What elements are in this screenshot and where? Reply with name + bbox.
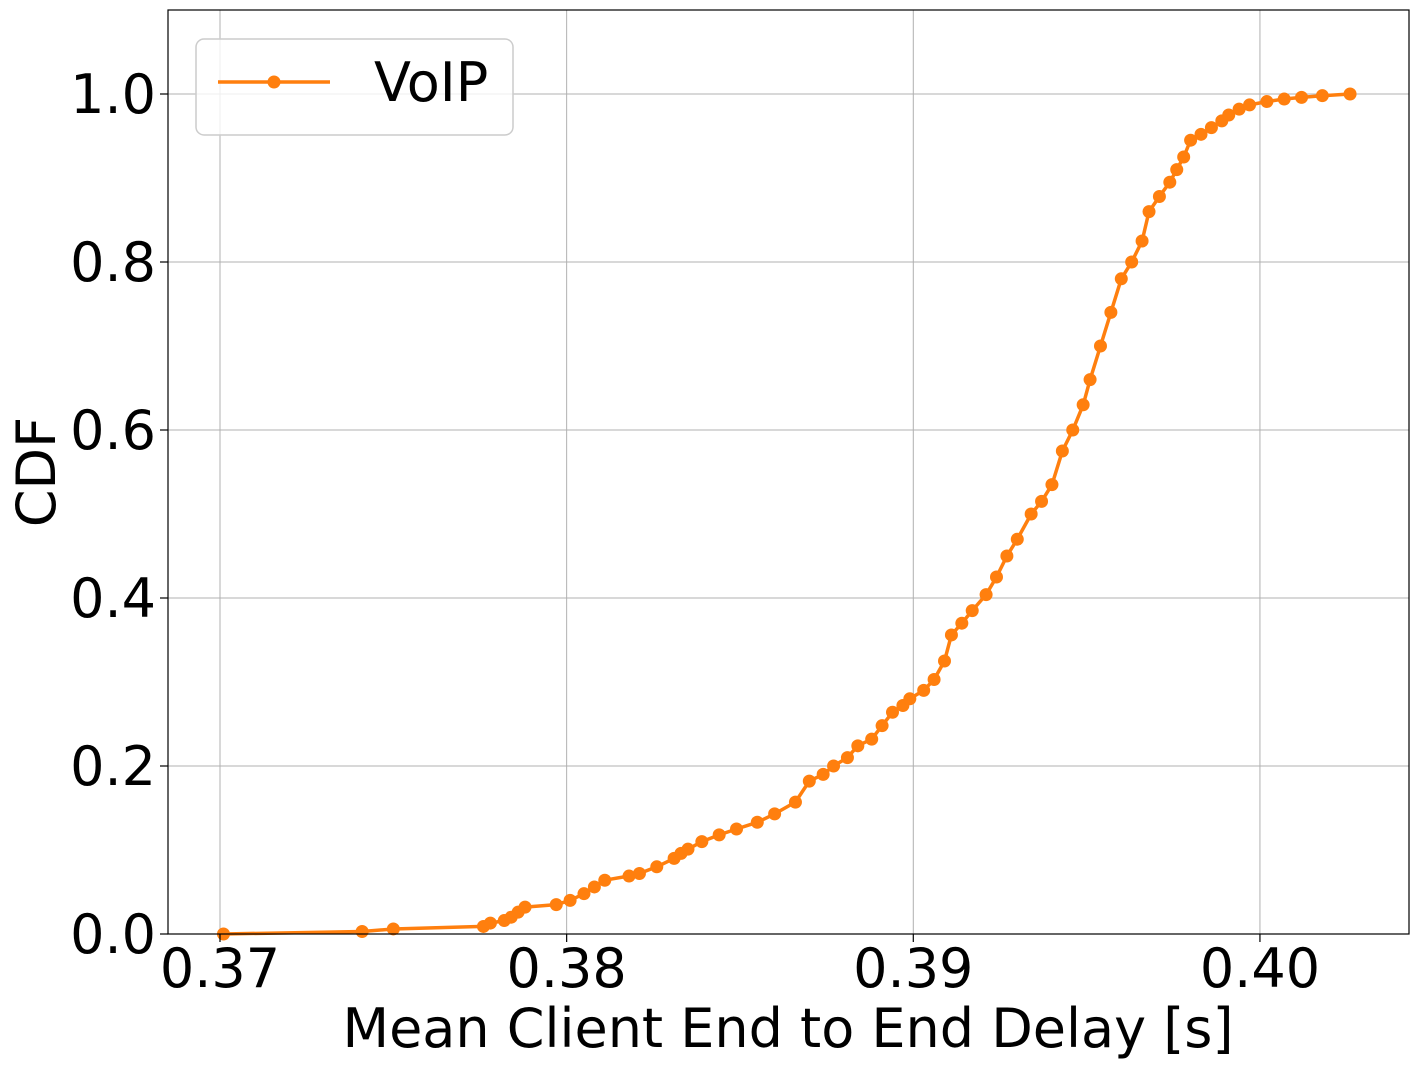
data-point	[768, 807, 782, 821]
data-point	[1093, 339, 1107, 353]
series-layer	[216, 87, 1357, 941]
data-point	[712, 828, 726, 842]
data-point	[622, 869, 636, 883]
data-point	[1135, 234, 1149, 248]
legend: VoIP	[195, 38, 514, 136]
data-point	[1170, 163, 1184, 177]
data-point	[802, 774, 816, 788]
data-point	[563, 893, 577, 907]
data-point	[827, 759, 841, 773]
y-axis-ticks: 0.0 0.2 0.4 0.6 0.8 1.0	[70, 63, 168, 966]
data-point	[650, 860, 664, 874]
legend-box	[195, 38, 514, 136]
data-point	[885, 705, 899, 719]
data-point	[840, 751, 854, 765]
data-point	[1000, 549, 1014, 563]
data-point	[577, 887, 591, 901]
y-tick-label: 0.4	[70, 567, 156, 630]
data-point	[1277, 92, 1291, 106]
data-point	[965, 604, 979, 618]
data-point	[1066, 423, 1080, 437]
data-point	[695, 835, 709, 849]
data-point	[788, 795, 802, 809]
data-point	[1055, 444, 1069, 458]
data-point	[917, 683, 931, 697]
data-point	[1194, 127, 1208, 141]
data-point	[875, 719, 889, 733]
data-point	[1343, 87, 1357, 101]
data-point	[1315, 89, 1329, 103]
y-axis-label: CDF	[5, 417, 68, 527]
data-point	[1204, 121, 1218, 135]
data-point	[1125, 255, 1139, 269]
data-point	[851, 739, 865, 753]
x-axis-ticks: 0.37 0.38 0.39 0.40	[160, 934, 1320, 1000]
data-point	[518, 900, 532, 914]
data-point	[750, 815, 764, 829]
series-line-voip	[223, 92, 1351, 936]
data-point	[865, 732, 879, 746]
data-point	[1232, 102, 1246, 116]
x-tick-label: 0.40	[1200, 937, 1320, 1000]
data-point	[1114, 272, 1128, 286]
data-point	[1104, 305, 1118, 319]
x-tick-label: 0.38	[507, 937, 627, 1000]
data-point	[1163, 175, 1177, 189]
x-tick-label: 0.39	[853, 937, 973, 1000]
data-point	[681, 842, 695, 856]
data-point	[937, 654, 951, 668]
data-point	[1243, 98, 1257, 112]
data-point	[598, 873, 612, 887]
y-tick-label: 0.6	[70, 399, 156, 462]
data-point	[955, 616, 969, 630]
data-point	[355, 924, 369, 938]
data-point	[1010, 532, 1024, 546]
y-tick-label: 0.8	[70, 231, 156, 294]
data-point	[1024, 507, 1038, 521]
data-point	[979, 588, 993, 602]
y-tick-label: 1.0	[70, 63, 156, 126]
data-point	[730, 822, 744, 836]
data-point	[1222, 108, 1236, 122]
data-point	[549, 898, 563, 912]
data-point	[632, 867, 646, 881]
y-tick-label: 0.0	[70, 903, 156, 966]
grid-lines	[168, 10, 1409, 935]
legend-label: VoIP	[374, 51, 488, 114]
data-point	[483, 916, 497, 930]
data-point	[1035, 494, 1049, 508]
x-tick-label: 0.37	[160, 937, 280, 1000]
data-point	[944, 628, 958, 642]
data-point	[587, 880, 601, 894]
data-point	[816, 767, 830, 781]
data-point	[1045, 478, 1059, 492]
y-tick-label: 0.2	[70, 735, 156, 798]
data-point	[1295, 90, 1309, 104]
data-point	[1184, 133, 1198, 147]
x-axis-label: Mean Client End to End Delay [s]	[342, 997, 1233, 1060]
data-point	[903, 692, 917, 706]
data-point	[1177, 150, 1191, 164]
plot-area-border	[167, 9, 1410, 935]
data-point	[989, 570, 1003, 584]
data-point	[1152, 189, 1166, 203]
legend-circle-marker	[267, 75, 281, 89]
data-point	[927, 672, 941, 686]
data-point	[1142, 205, 1156, 219]
data-point	[1083, 373, 1097, 387]
data-point	[1260, 95, 1274, 109]
data-point	[386, 922, 400, 936]
data-point	[1076, 398, 1090, 412]
